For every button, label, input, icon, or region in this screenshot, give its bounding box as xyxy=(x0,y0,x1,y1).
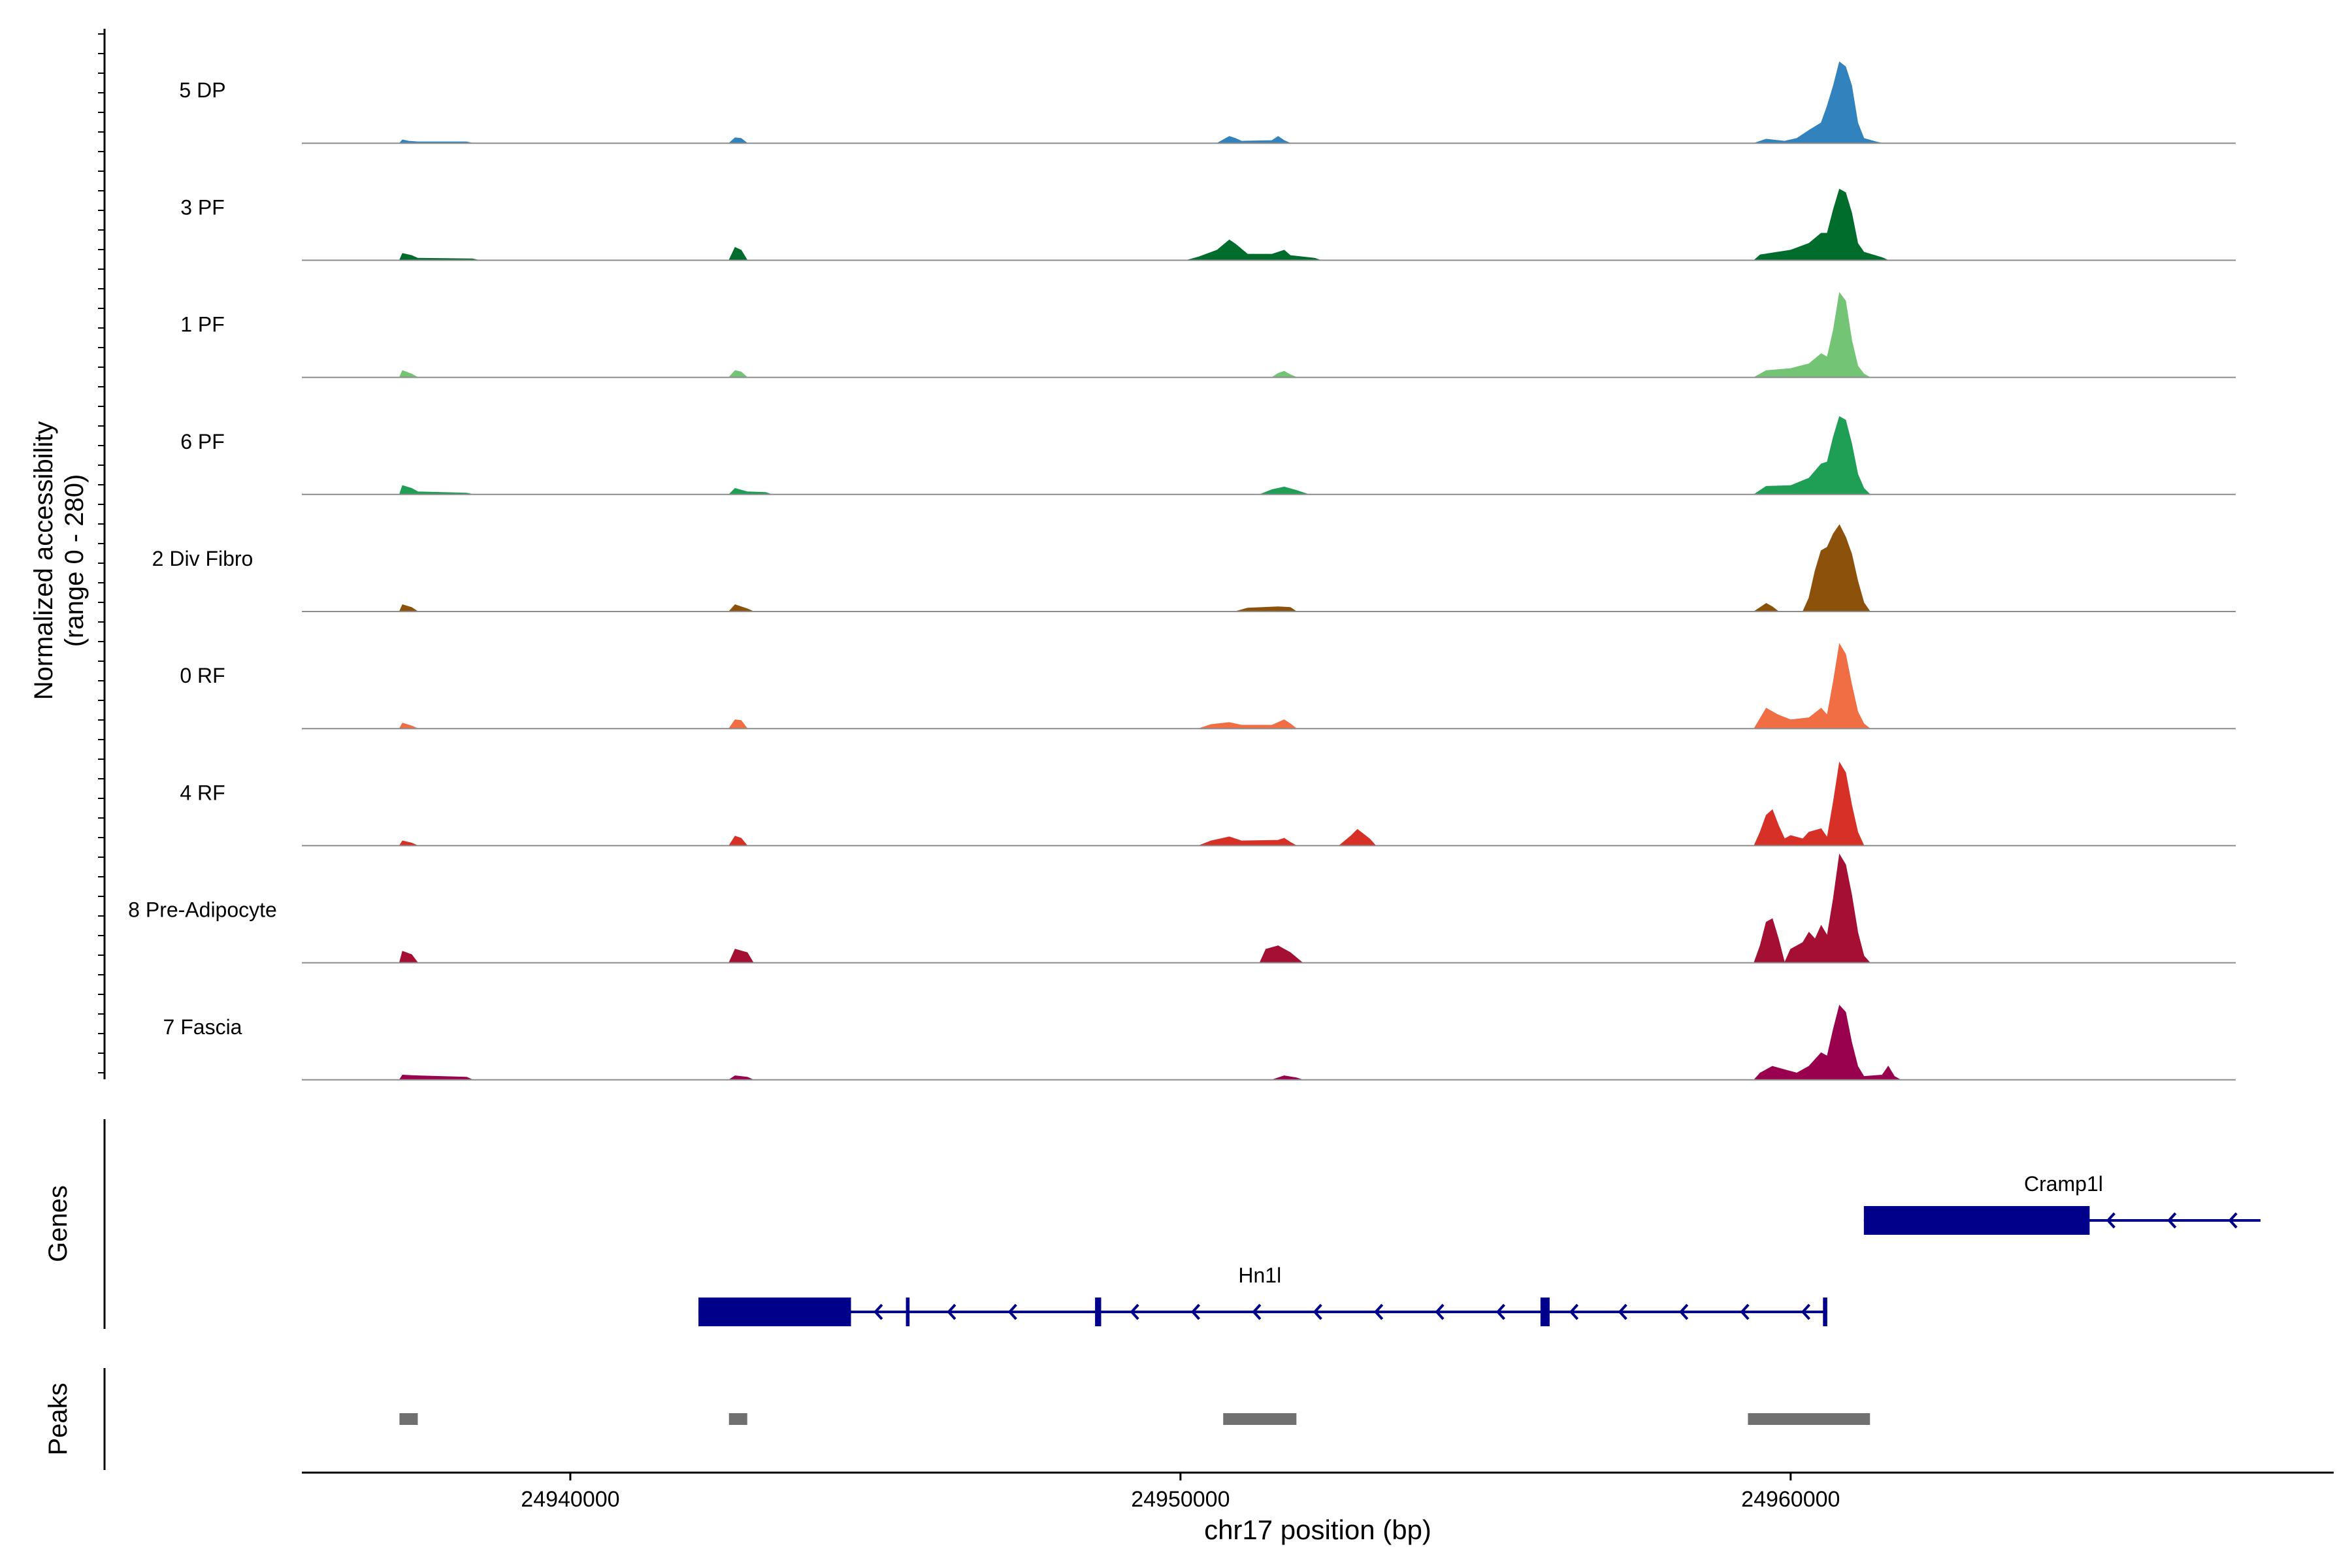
track-8-pre-adipocyte: 8 Pre-Adipocyte xyxy=(128,853,2236,964)
strand-arrow xyxy=(2106,1212,2115,1229)
track-area-7-fascia xyxy=(399,1004,1902,1081)
track-label: 1 PF xyxy=(180,313,225,336)
strand-arrow xyxy=(1374,1303,1384,1320)
strand-arrow xyxy=(1740,1303,1750,1320)
gene-exon xyxy=(1540,1298,1550,1326)
strand-arrow xyxy=(1435,1303,1445,1320)
x-axis-ticks: 24940000 24950000 24960000 xyxy=(521,1473,1840,1512)
strand-arrow xyxy=(2167,1212,2177,1229)
genes-layer: Cramp1l Hn1l xyxy=(698,1172,2261,1326)
gene-exon xyxy=(698,1298,851,1326)
track-6-pf: 6 PF xyxy=(180,416,2236,495)
x-tick-label: 24960000 xyxy=(1741,1487,1840,1512)
track-7-fascia: 7 Fascia xyxy=(163,1004,2236,1081)
strand-arrow xyxy=(1678,1303,1689,1320)
gene-exon xyxy=(1863,1206,2090,1235)
gene-label: Cramp1l xyxy=(2024,1172,2103,1196)
peaks-layer xyxy=(399,1413,1870,1425)
track-label: 6 PF xyxy=(180,430,225,453)
genes-panel-title: Genes xyxy=(44,1185,73,1262)
track-label: 7 Fascia xyxy=(163,1015,242,1039)
strand-arrow xyxy=(874,1303,883,1320)
peaks-panel-title: Peaks xyxy=(44,1382,73,1455)
track-label: 3 PF xyxy=(180,195,225,219)
peak-region xyxy=(1748,1413,1870,1425)
gene-cramp1l: Cramp1l xyxy=(1863,1172,2261,1235)
track-label: 8 Pre-Adipocyte xyxy=(128,898,277,922)
track-label: 4 RF xyxy=(180,781,225,804)
x-tick-label: 24940000 xyxy=(521,1487,619,1512)
strand-arrow xyxy=(1130,1303,1139,1320)
strand-arrow xyxy=(1190,1303,1201,1320)
strand-arrow xyxy=(1313,1303,1322,1320)
strand-arrow xyxy=(1569,1303,1579,1320)
tracks-layer: 5 DP 3 PF 1 PF 6 PF 2 Div Fibro 0 RF 4 RF 8 Pre… xyxy=(128,61,2236,1081)
y-axis-ticks xyxy=(98,33,105,1073)
track-4-rf: 4 RF xyxy=(180,761,2236,847)
strand-arrow xyxy=(1801,1303,1810,1320)
track-label: 5 DP xyxy=(179,78,225,102)
peak-region xyxy=(399,1413,418,1425)
peak-region xyxy=(1223,1413,1297,1425)
peak-region xyxy=(728,1413,747,1425)
x-tick-label: 24950000 xyxy=(1131,1487,1230,1512)
x-axis-title: chr17 position (bp) xyxy=(1204,1514,1431,1545)
strand-arrow xyxy=(1007,1303,1017,1320)
strand-arrow xyxy=(1495,1303,1505,1320)
strand-arrow xyxy=(2228,1212,2238,1229)
gene-label: Hn1l xyxy=(1238,1264,1281,1287)
strand-arrow xyxy=(1618,1303,1627,1320)
y-axis-title-line2: (range 0 - 280) xyxy=(60,474,89,647)
gene-hn1l: Hn1l xyxy=(698,1264,1827,1326)
track-2-div-fibro: 2 Div Fibro xyxy=(152,524,2236,612)
strand-arrow xyxy=(1252,1303,1262,1320)
track-area-8-pre-adipocyte xyxy=(399,853,1871,964)
y-axis-title-line1: Normalized accessibility xyxy=(29,421,58,700)
track-5-dp: 5 DP xyxy=(179,61,2236,144)
gene-exon xyxy=(906,1298,910,1326)
track-1-pf: 1 PF xyxy=(180,291,2236,378)
track-3-pf: 3 PF xyxy=(180,188,2236,261)
track-label: 2 Div Fibro xyxy=(152,547,253,570)
strand-arrow xyxy=(2045,1212,2055,1229)
gene-exon xyxy=(1095,1298,1102,1326)
track-0-rf: 0 RF xyxy=(180,643,2236,730)
track-area-4-rf xyxy=(399,761,1865,846)
strand-arrow xyxy=(947,1303,956,1320)
track-label: 0 RF xyxy=(180,664,225,687)
track-area-2-div-fibro xyxy=(399,524,1871,612)
gene-exon xyxy=(1823,1298,1827,1326)
